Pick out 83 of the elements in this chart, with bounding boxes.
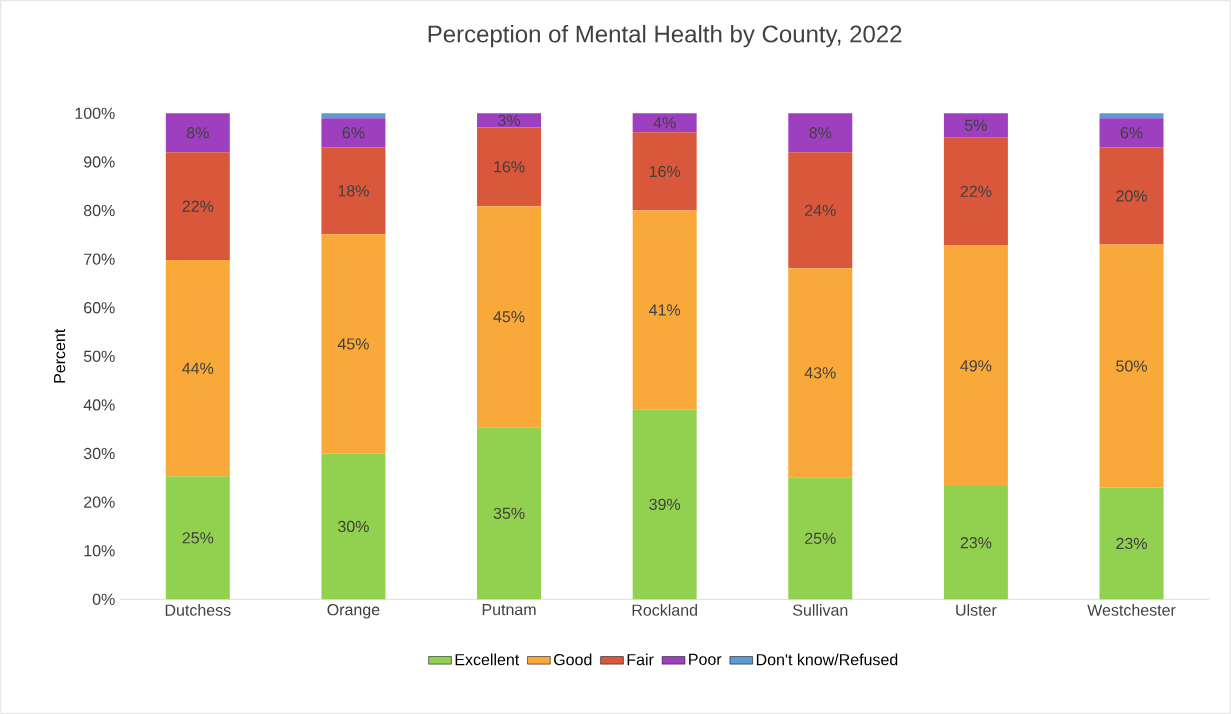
bar	[1099, 244, 1164, 488]
data-label: 44%	[182, 362, 214, 374]
y-tick-label: 50%	[83, 350, 115, 362]
bar	[1099, 147, 1164, 245]
bar	[165, 476, 230, 600]
y-tick-label: 40%	[83, 399, 115, 411]
x-tick-label: Dutchess	[165, 604, 231, 616]
legend-label: Good	[554, 653, 592, 666]
y-tick-label: 100%	[75, 107, 115, 119]
legend-label: Fair	[627, 653, 654, 666]
x-tick-label: Ulster	[956, 604, 997, 616]
data-label: 6%	[342, 127, 365, 139]
data-label: 6%	[1120, 127, 1143, 139]
data-label: 22%	[960, 185, 992, 197]
bar	[632, 210, 697, 410]
bar	[477, 427, 542, 600]
data-label: 45%	[337, 338, 369, 350]
data-label: 49%	[960, 360, 992, 372]
data-label: 20%	[1116, 190, 1147, 202]
bar	[632, 409, 697, 600]
data-label: 5%	[964, 119, 987, 131]
x-tick-label: Orange	[327, 604, 380, 619]
y-tick-label: 60%	[84, 302, 115, 314]
data-label: 22%	[182, 200, 214, 212]
bar	[165, 260, 230, 477]
y-tick-label: 80%	[83, 204, 115, 217]
data-label: 16%	[494, 161, 525, 173]
data-label: 23%	[1116, 537, 1147, 550]
bar	[165, 113, 230, 153]
y-tick-label: 90%	[84, 156, 115, 168]
y-tick-label: 20%	[84, 496, 115, 508]
data-label: 41%	[649, 304, 681, 316]
bar	[788, 477, 853, 600]
data-label: 23%	[960, 537, 992, 549]
data-label: 18%	[338, 185, 369, 197]
bar	[477, 127, 542, 207]
data-label: 45%	[493, 311, 525, 323]
bar	[943, 245, 1008, 487]
legend-label: Poor	[689, 653, 722, 665]
bar	[321, 234, 386, 454]
data-label: 25%	[805, 532, 836, 544]
data-label: 3%	[498, 114, 521, 127]
x-tick-label: Westchester	[1087, 604, 1176, 616]
bar	[632, 132, 697, 211]
x-tick-label: Sullivan	[793, 604, 848, 616]
bar	[943, 137, 1008, 246]
bar	[477, 113, 542, 128]
y-tick-label: 0%	[92, 593, 115, 605]
bar	[321, 147, 386, 235]
data-label: 35%	[493, 507, 525, 519]
bar	[321, 118, 386, 148]
y-tick-label: 30%	[83, 447, 115, 460]
data-label: 8%	[186, 127, 209, 139]
bar	[943, 113, 1008, 138]
x-tick-label: Rockland	[632, 604, 697, 616]
y-tick-label: 10%	[84, 545, 115, 557]
bar	[1099, 487, 1164, 600]
y-axis-title: Percent	[54, 328, 66, 383]
data-label: 43%	[804, 367, 836, 379]
data-label: 50%	[1116, 360, 1147, 372]
data-label: 4%	[653, 117, 676, 129]
bar	[788, 268, 853, 478]
bar	[788, 113, 853, 153]
data-label: 16%	[649, 165, 681, 178]
bar	[321, 113, 386, 119]
bar	[477, 206, 542, 428]
chart-title: Perception of Mental Health by County, 2022	[428, 24, 902, 48]
bar	[1099, 113, 1164, 119]
bar	[165, 152, 230, 261]
bar	[1099, 118, 1164, 148]
data-label: 8%	[809, 127, 832, 139]
x-tick-label: Putnam	[482, 604, 536, 616]
legend-label: Don't know/Refused	[756, 653, 898, 666]
data-label: 25%	[182, 532, 214, 544]
data-label: 39%	[649, 498, 681, 510]
bar	[943, 486, 1008, 600]
y-tick-label: 70%	[84, 253, 115, 265]
bar	[788, 152, 853, 269]
legend-label: Excellent	[455, 653, 520, 666]
data-label: 24%	[805, 204, 836, 216]
bar	[321, 453, 386, 600]
data-label: 30%	[338, 520, 369, 533]
bar	[632, 113, 697, 133]
